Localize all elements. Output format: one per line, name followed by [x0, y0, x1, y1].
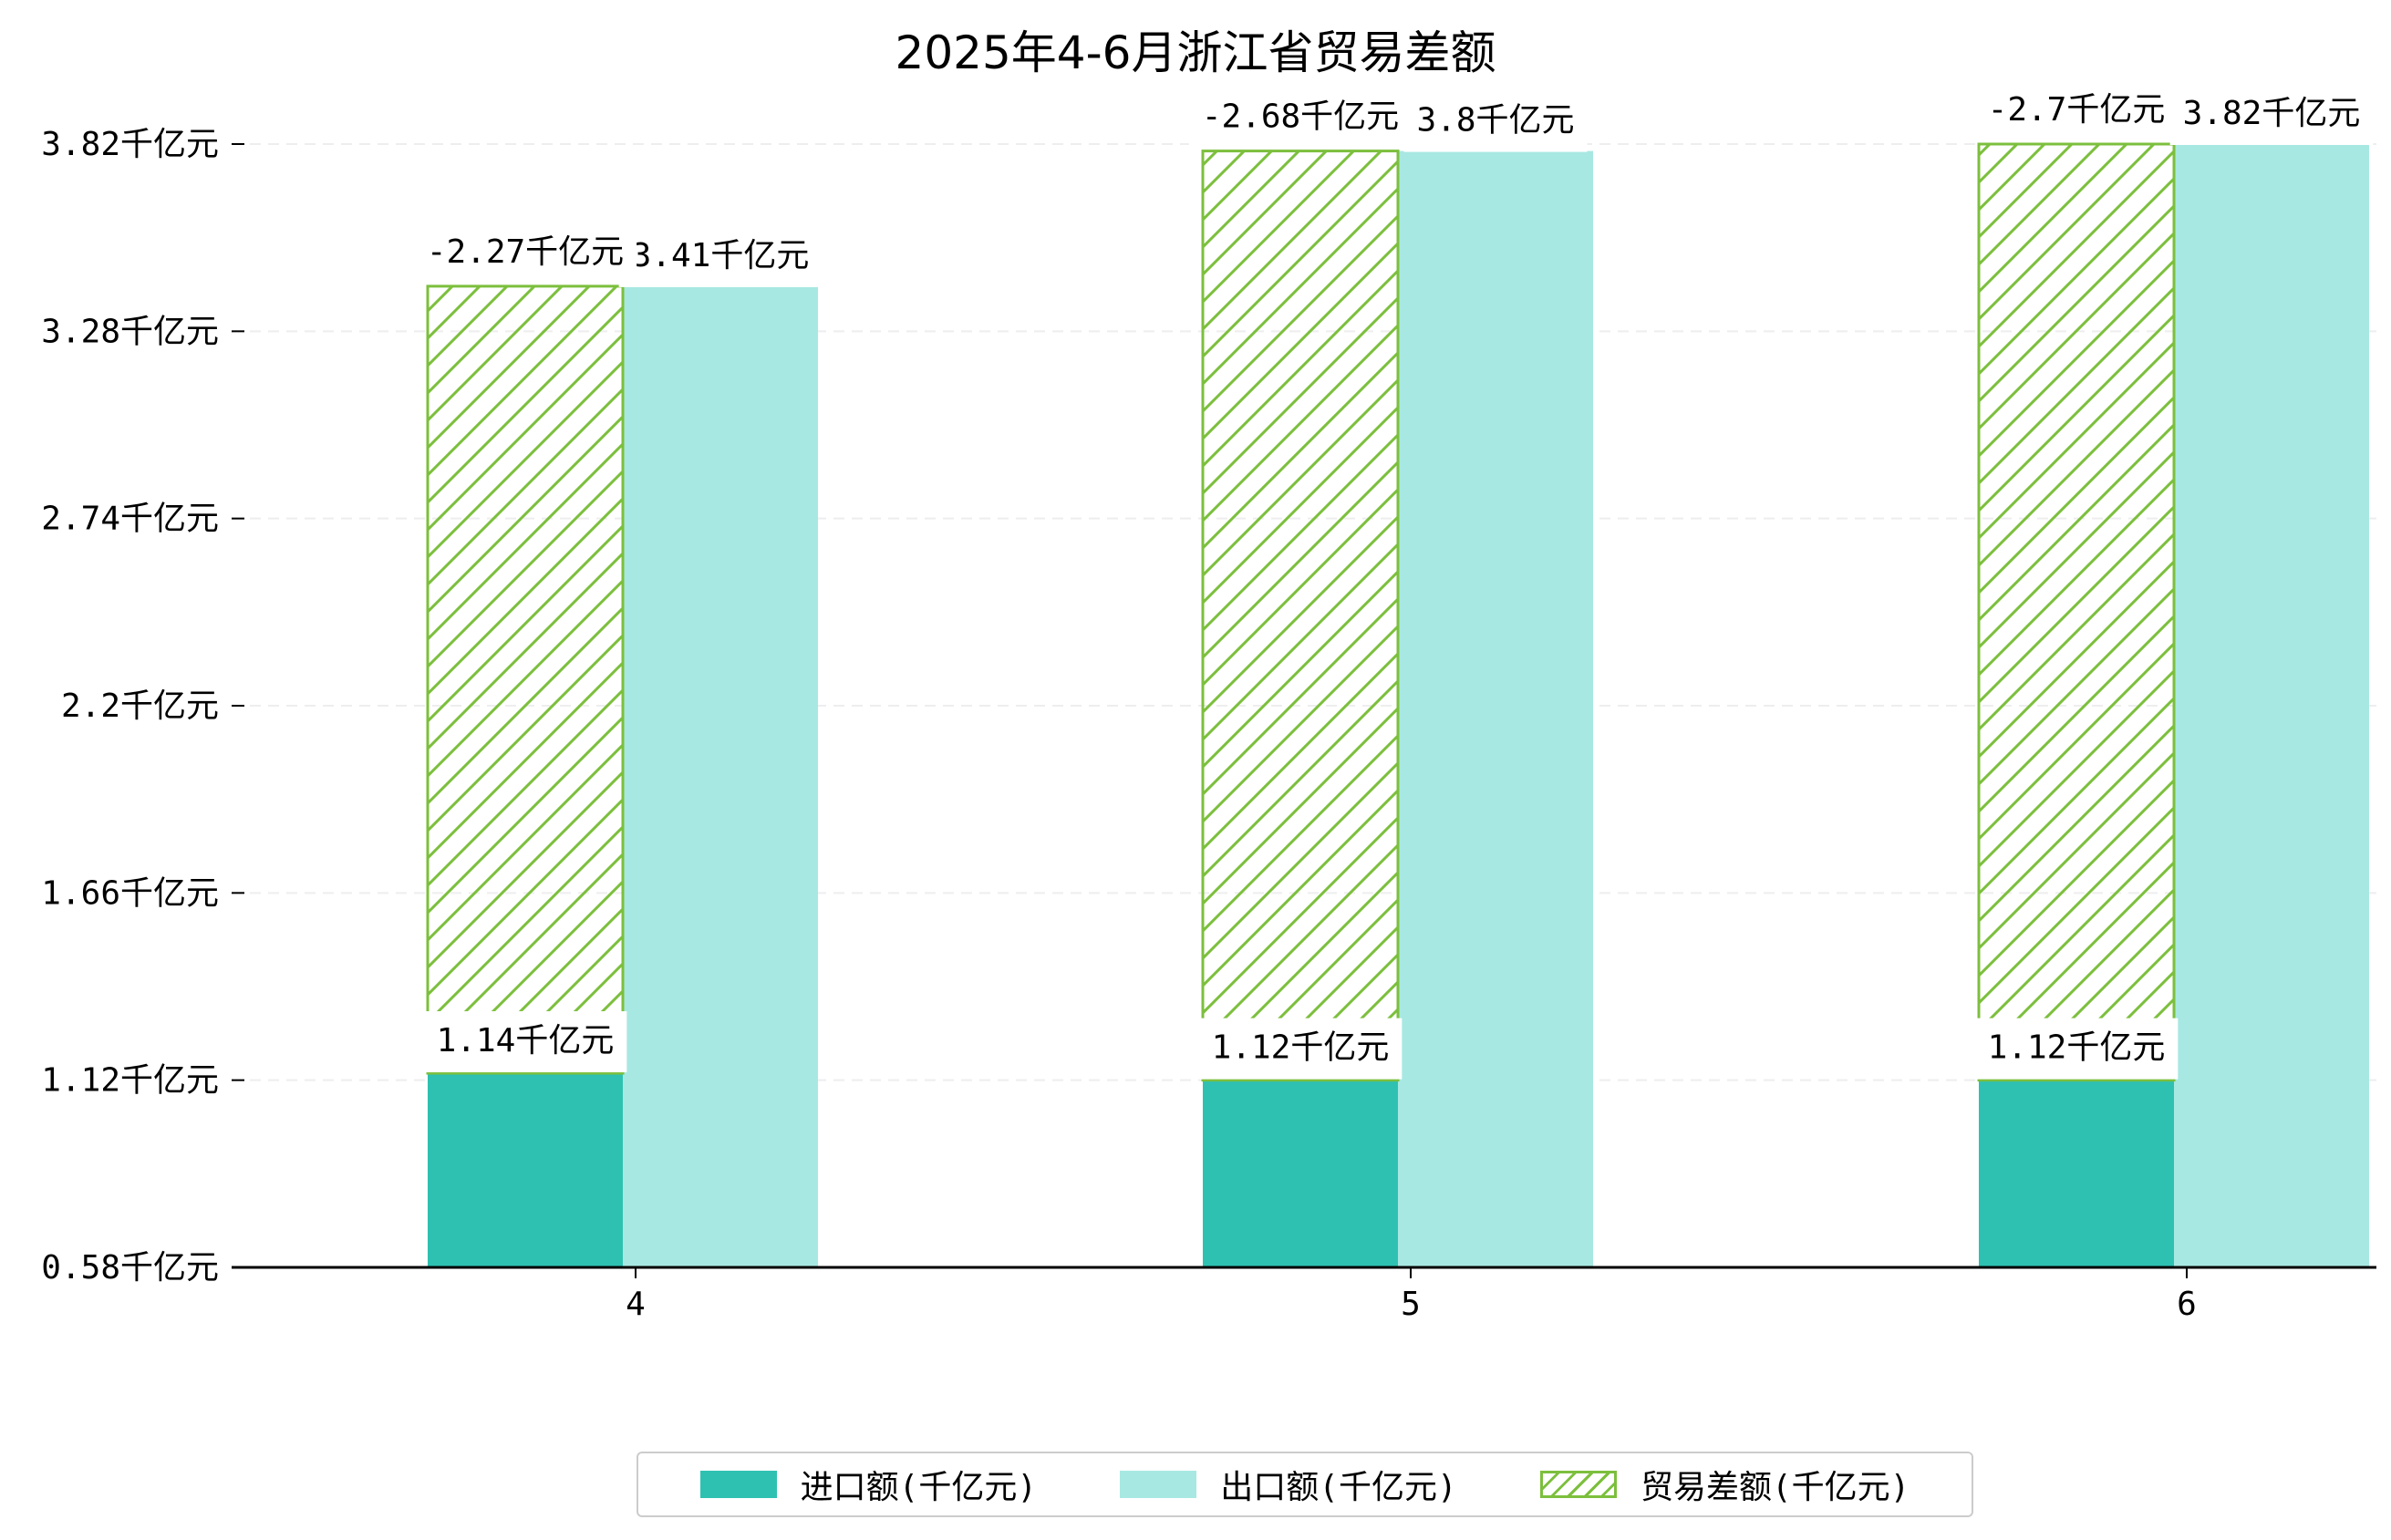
data-label-export: 3.82千亿元 [2169, 84, 2374, 145]
y-tick-label: 1.12千亿元 [41, 1062, 219, 1100]
data-label-export: 3.8千亿元 [1403, 90, 1588, 152]
bar-import [428, 1073, 623, 1267]
data-label-import: 1.14千亿元 [423, 1011, 627, 1073]
legend-label-import: 进口额(千亿元) [800, 1469, 1037, 1506]
y-tick-label: 2.2千亿元 [61, 687, 219, 725]
bar-import [1203, 1080, 1398, 1267]
data-label-import: 1.12千亿元 [1198, 1018, 1403, 1080]
y-tick-label: 2.74千亿元 [41, 501, 219, 538]
bar-export [2174, 144, 2369, 1267]
bar-export [1398, 150, 1593, 1267]
axes: 0.58千亿元 1.12千亿元 1.66千亿元 2.2千亿元 2.74千亿元 3.28千亿… [41, 126, 2376, 1323]
legend-swatch-export [1120, 1471, 1197, 1498]
svg-text:1.14千亿元: 1.14千亿元 [437, 1022, 615, 1059]
svg-text:-2.68千亿元: -2.68千亿元 [1202, 98, 1399, 136]
legend: 进口额(千亿元) 出口额(千亿元) 贸易差额(千亿元) [637, 1452, 1973, 1517]
x-tick-label: 5 [1401, 1286, 1421, 1323]
x-tick-label: 4 [626, 1286, 646, 1323]
data-label-trade-balance: -2.68千亿元 [1188, 87, 1413, 149]
bars [426, 142, 2369, 1267]
data-label-trade-balance: -2.27千亿元 [413, 222, 637, 284]
legend-swatch-balance [1539, 1471, 1617, 1498]
y-tick-label: 1.66千亿元 [41, 874, 219, 912]
legend-swatch-import [699, 1471, 777, 1498]
svg-text:-2.27千亿元: -2.27千亿元 [427, 233, 624, 271]
y-tick-label: 0.58千亿元 [41, 1249, 219, 1287]
svg-text:1.12千亿元: 1.12千亿元 [1212, 1029, 1390, 1067]
bar-trade-balance [426, 284, 625, 1075]
legend-item-balance: 贸易差额(千亿元) [1539, 1461, 1910, 1508]
data-labels: 3.41千亿元-2.27千亿元 1.14千亿元 3.8千亿元 -2.68千亿元 1.12… [413, 80, 2374, 1080]
x-tick-label: 6 [2177, 1286, 2197, 1323]
legend-item-import: 进口额(千亿元) [699, 1461, 1037, 1508]
data-label-trade-balance: -2.7千亿元 [1974, 80, 2179, 141]
y-tick-label: 3.28千亿元 [41, 313, 219, 350]
svg-text:-2.7千亿元: -2.7千亿元 [1988, 91, 2166, 129]
svg-text:3.8千亿元: 3.8千亿元 [1416, 102, 1574, 140]
chart-title: 2025年4-6月浙江省贸易差额 [895, 26, 1496, 79]
svg-text:3.41千亿元: 3.41千亿元 [632, 237, 810, 274]
svg-text:1.12千亿元: 1.12千亿元 [1988, 1029, 2166, 1067]
data-label-export: 3.41千亿元 [618, 225, 823, 287]
data-label-import: 1.12千亿元 [1974, 1018, 2179, 1080]
bar-trade-balance [1977, 142, 2176, 1082]
bar-trade-balance [1201, 150, 1400, 1082]
legend-label-export: 出口额(千亿元) [1220, 1469, 1457, 1506]
svg-text:3.82千亿元: 3.82千亿元 [2183, 95, 2361, 132]
legend-label-balance: 贸易差额(千亿元) [1640, 1469, 1910, 1506]
legend-item-export: 出口额(千亿元) [1120, 1461, 1457, 1508]
bar-import [1979, 1080, 2174, 1267]
bar-export [623, 285, 818, 1267]
y-tick-label: 3.82千亿元 [41, 126, 219, 163]
